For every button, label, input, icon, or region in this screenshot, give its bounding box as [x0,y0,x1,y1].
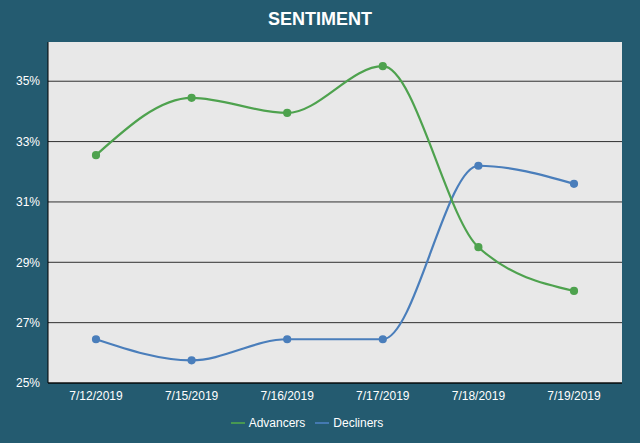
svg-text:7/18/2019: 7/18/2019 [452,389,506,403]
svg-text:33%: 33% [16,135,40,149]
svg-text:7/15/2019: 7/15/2019 [165,389,219,403]
svg-text:35%: 35% [16,74,40,88]
html-text:Decliners: Decliners [333,416,384,430]
svg-text:7/17/2019: 7/17/2019 [356,389,410,403]
svg-text:7/12/2019: 7/12/2019 [69,389,123,403]
html-text:SENTIMENT: SENTIMENT [268,9,372,29]
svg-text:25%: 25% [16,376,40,390]
svg-text:27%: 27% [16,316,40,330]
svg-text:7/16/2019: 7/16/2019 [261,389,315,403]
svg-text:31%: 31% [16,195,40,209]
html-text:Advancers: Advancers [248,416,306,430]
svg-text:29%: 29% [16,256,40,270]
svg-text:7/19/2019: 7/19/2019 [547,389,601,403]
